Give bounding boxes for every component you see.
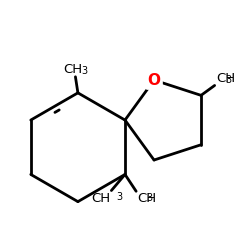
Text: CH: CH (64, 62, 82, 76)
Text: O: O (148, 72, 160, 88)
Text: 3: 3 (146, 193, 153, 203)
Text: CH: CH (216, 72, 235, 85)
Text: 3: 3 (225, 76, 231, 86)
Text: 3: 3 (81, 66, 87, 76)
Text: 3: 3 (116, 192, 122, 202)
Text: CH: CH (91, 192, 110, 205)
Text: CH: CH (137, 192, 156, 205)
